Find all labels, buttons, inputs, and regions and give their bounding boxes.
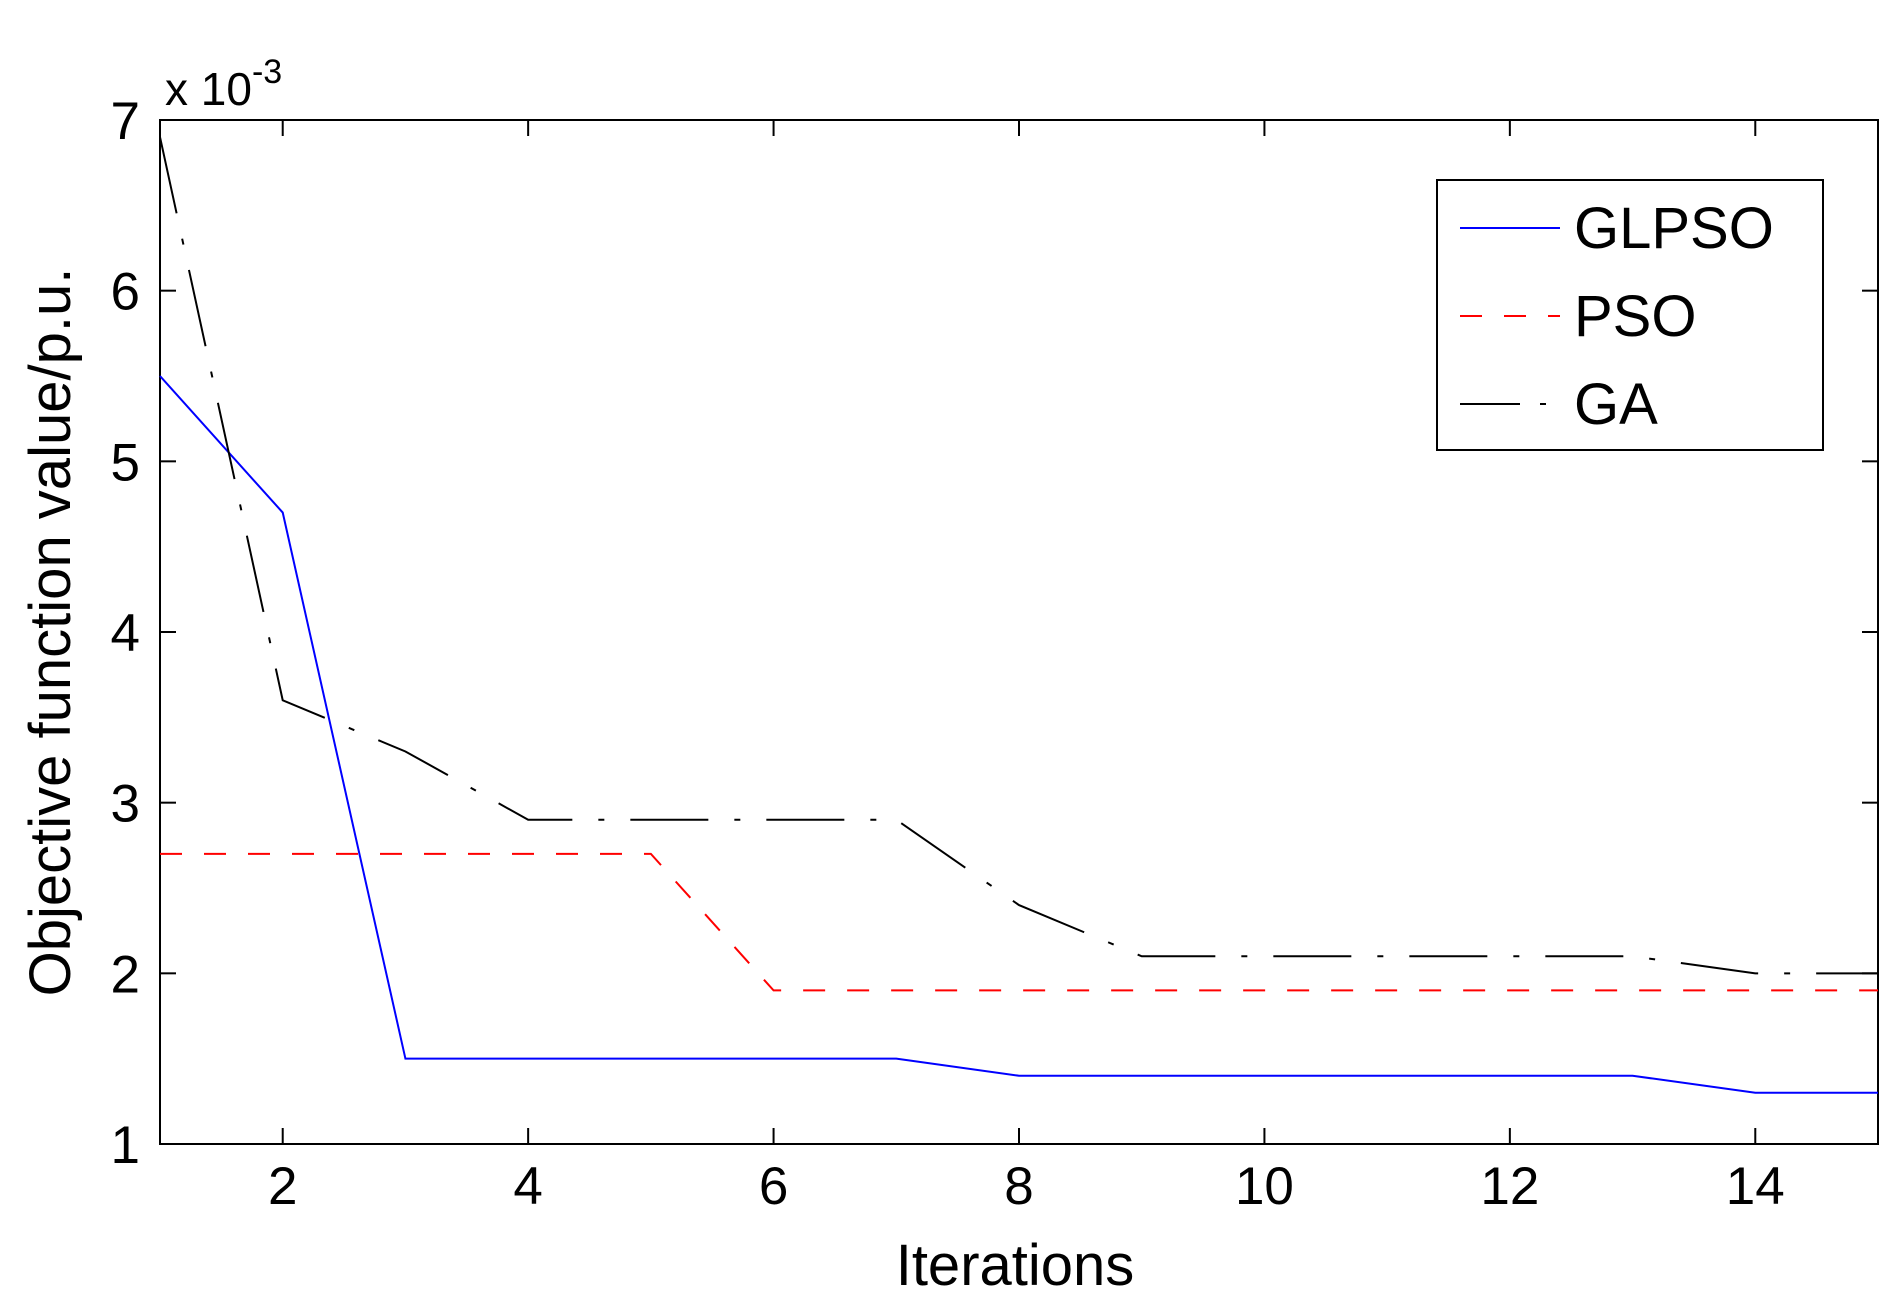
- y-tick-label-7: 7: [111, 92, 140, 151]
- legend: GLPSO PSO GA: [1436, 179, 1824, 451]
- legend-entries: GLPSO PSO GA: [1460, 196, 1774, 437]
- series-line-glpso: [159, 375, 1878, 1094]
- legend-label-ga: GA: [1574, 372, 1658, 437]
- y-tick-label-1: 1: [111, 1116, 140, 1175]
- y-tick-label-6: 6: [111, 263, 140, 322]
- y-tick-label-5: 5: [111, 433, 140, 492]
- x-tick-label-14: 14: [1726, 1157, 1785, 1216]
- x-tick-label-2: 2: [268, 1157, 297, 1216]
- y-exponent-label: x 10-3: [165, 53, 282, 115]
- x-tick-label-12: 12: [1480, 1157, 1539, 1216]
- x-axis-label: Iterations: [896, 1233, 1135, 1298]
- y-tick-label-2: 2: [111, 945, 140, 1004]
- legend-label-glpso: GLPSO: [1574, 196, 1774, 261]
- series-line-ga: [159, 136, 1878, 975]
- x-tick-label-6: 6: [759, 1157, 788, 1216]
- y-axis-label: Objective function value/p.u.: [18, 268, 83, 997]
- y-tick-label-4: 4: [111, 604, 140, 663]
- x-tick-label-8: 8: [1004, 1157, 1033, 1216]
- x-tick-label-4: 4: [513, 1157, 542, 1216]
- y-tick-label-3: 3: [111, 775, 140, 834]
- series-layer: [159, 136, 1878, 1094]
- legend-label-pso: PSO: [1574, 284, 1697, 349]
- x-tick-label-10: 10: [1235, 1157, 1294, 1216]
